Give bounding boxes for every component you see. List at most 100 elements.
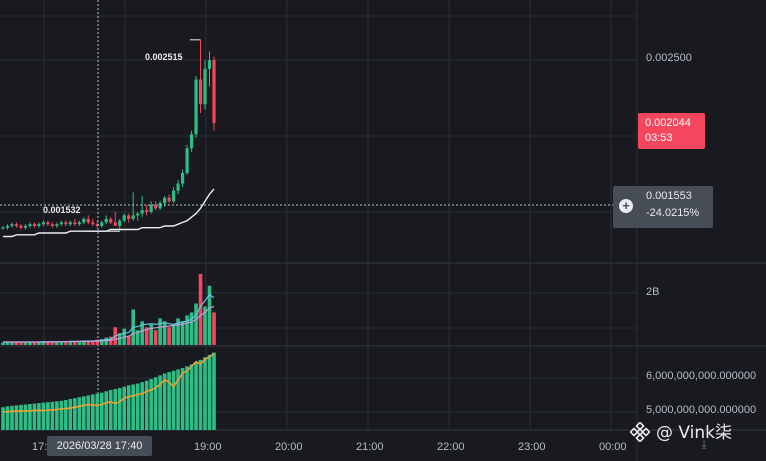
volume-bar	[171, 324, 176, 345]
cumulative-line	[3, 352, 215, 413]
volume-bar	[28, 341, 32, 345]
candle-body	[176, 183, 180, 191]
time-axis-label: 21:00	[356, 441, 384, 453]
cumulative-bar	[135, 383, 140, 430]
candle-body	[127, 215, 131, 219]
volume-bar	[5, 342, 10, 345]
volume-bar	[153, 330, 158, 345]
volume-bar	[90, 340, 95, 345]
volume-bar	[14, 342, 19, 345]
cumulative-bar	[140, 382, 144, 430]
candle-body	[163, 197, 167, 204]
candle-body	[10, 224, 14, 226]
volume-bar	[99, 339, 104, 345]
cumulative-bar	[180, 368, 185, 430]
cumulative-bar	[194, 362, 198, 430]
cumulative-bar	[19, 404, 23, 430]
candle-body	[131, 215, 135, 219]
volume-bar	[176, 318, 180, 345]
cumulative-bar	[82, 396, 86, 430]
volume-bar	[41, 342, 46, 345]
volume-ma-line	[3, 305, 215, 343]
high-annotation: 0.002515	[145, 52, 183, 62]
volume-bar	[126, 336, 131, 345]
candle-body	[73, 222, 77, 225]
cumulative-bar	[162, 373, 167, 430]
depth-tick-label: 5,000,000,000.000000	[646, 404, 757, 416]
volume-bar	[185, 315, 189, 345]
candle-body	[64, 222, 68, 225]
ma-line	[3, 188, 215, 238]
cumulative-bar	[73, 398, 77, 430]
candle-body	[171, 190, 176, 202]
candle-body	[149, 204, 153, 212]
volume-bar	[180, 321, 185, 345]
time-axis-label: 22:00	[437, 441, 465, 453]
cumulative-bar	[99, 392, 104, 430]
candle-body	[82, 218, 86, 223]
cumulative-bar	[90, 394, 95, 430]
candle-body	[68, 222, 72, 225]
crosshair-price: 0.001553	[646, 190, 692, 202]
cumulative-bar	[171, 370, 176, 430]
time-axis-label: 20:00	[275, 441, 303, 453]
cumulative-bar	[126, 385, 131, 430]
candle-body	[86, 218, 90, 223]
low-annotation: 0.001532	[43, 205, 81, 215]
candle-body	[77, 222, 81, 225]
cumulative-bar	[104, 391, 109, 430]
plus-icon[interactable]: +	[619, 199, 633, 213]
cumulative-bar	[212, 352, 216, 430]
volume-bar	[162, 321, 167, 345]
volume-bar	[203, 306, 207, 345]
volume-bar	[212, 312, 216, 345]
volume-bar	[144, 327, 149, 345]
candle-body	[203, 68, 207, 105]
candle-body	[189, 134, 194, 149]
candle-body	[46, 222, 50, 225]
cumulative-bar	[46, 402, 50, 430]
candle-body	[5, 225, 10, 228]
cumulative-bar	[77, 397, 82, 430]
volume-bar	[194, 303, 198, 345]
candle-body	[104, 218, 108, 223]
download-icon[interactable]: ⤓	[701, 437, 707, 451]
current-price-value: 0.002044	[645, 117, 691, 129]
volume-bar	[55, 342, 59, 345]
cumulative-bar	[23, 404, 28, 430]
volume-bar	[59, 341, 64, 345]
candle-body	[100, 222, 104, 226]
volume-bar	[73, 341, 77, 345]
cumulative-bar	[108, 389, 113, 430]
cumulative-bar	[176, 369, 180, 430]
candle-body	[28, 224, 32, 226]
candle-body	[167, 197, 171, 202]
cumulative-bar	[153, 377, 158, 430]
cumulative-bar	[203, 357, 207, 430]
volume-bar	[68, 341, 73, 345]
candle-body	[158, 203, 162, 209]
volume-bar	[149, 324, 153, 345]
countdown-timer: 03:53	[645, 132, 673, 144]
cumulative-bar	[59, 400, 64, 430]
cumulative-bar	[1, 407, 5, 430]
volume-bar	[50, 341, 55, 345]
time-axis-label: 00:00	[599, 441, 627, 453]
cumulative-bar	[50, 401, 55, 430]
candle-body	[19, 225, 23, 228]
candle-body	[145, 210, 149, 212]
volume-bar	[32, 342, 37, 345]
time-axis-label: 17:	[32, 441, 48, 453]
price-tick-label: 0.002500	[646, 52, 692, 64]
cumulative-bar	[32, 403, 37, 430]
cumulative-bar	[41, 402, 46, 430]
volume-bar	[189, 312, 194, 345]
crosshair-price-tag[interactable]: + 0.001553 -24.0215%	[613, 186, 713, 228]
candle-body	[91, 222, 95, 225]
candle-body	[198, 79, 203, 105]
candle-body	[14, 224, 19, 226]
candle-body	[1, 227, 5, 229]
cumulative-bar	[122, 386, 127, 430]
cumulative-bar	[185, 366, 189, 430]
